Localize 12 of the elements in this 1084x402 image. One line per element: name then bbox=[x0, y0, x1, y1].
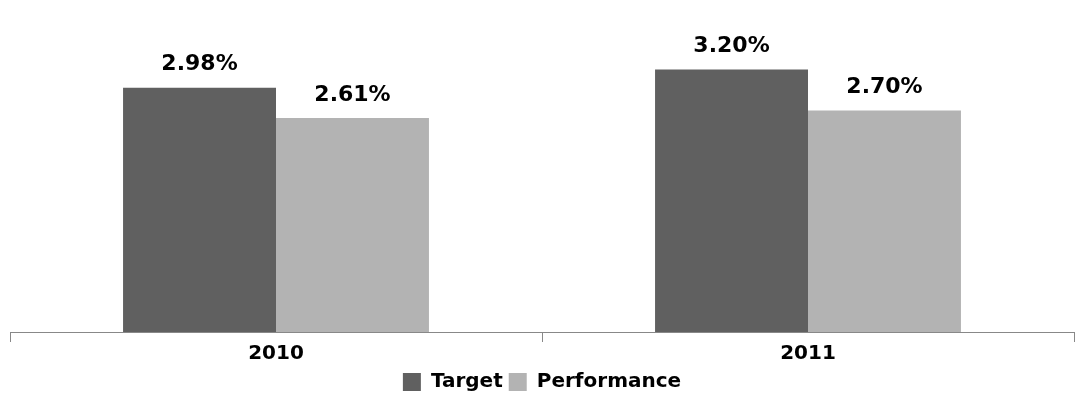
data-label: 2.70% bbox=[846, 73, 923, 99]
data-label: 2.61% bbox=[314, 80, 391, 106]
bar bbox=[123, 87, 276, 332]
legend-label: Performance bbox=[536, 368, 682, 393]
data-label: 2.98% bbox=[161, 50, 238, 76]
bar bbox=[808, 110, 961, 332]
bar bbox=[276, 117, 429, 332]
data-label: 3.20% bbox=[693, 32, 770, 58]
x-tick-label: 2011 bbox=[780, 340, 836, 365]
legend-label: Target bbox=[430, 368, 504, 393]
x-tick-label: 2010 bbox=[248, 340, 304, 365]
bar bbox=[655, 69, 808, 332]
